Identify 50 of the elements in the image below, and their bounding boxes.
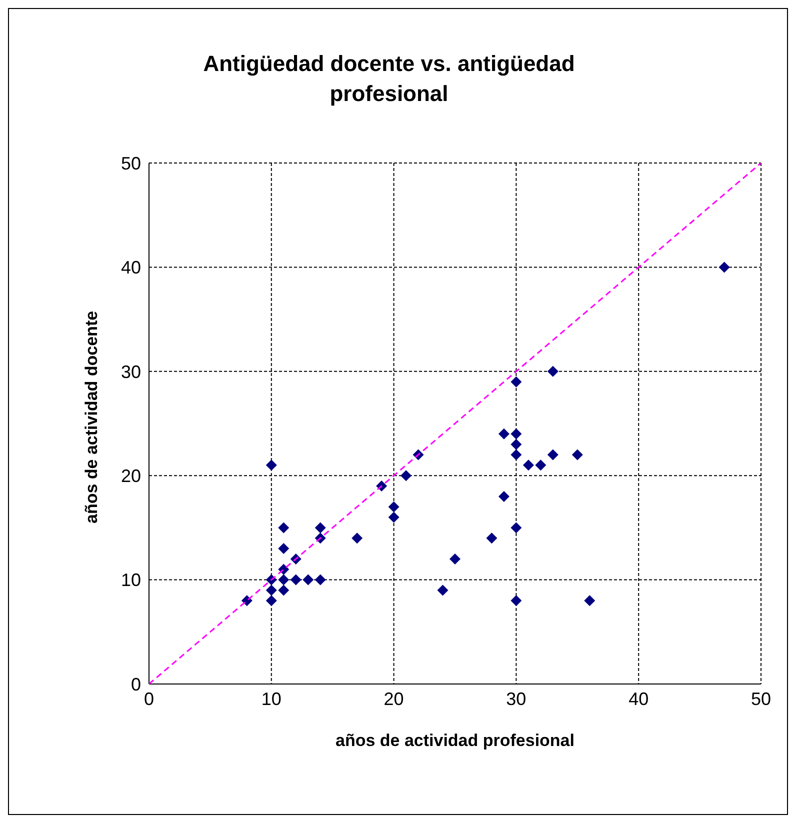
point — [718, 262, 730, 273]
point — [522, 460, 534, 471]
y-tick-label: 10 — [120, 570, 141, 590]
point — [510, 449, 522, 460]
x-tick-label: 30 — [506, 688, 526, 709]
point — [290, 574, 302, 586]
point — [547, 366, 558, 377]
point — [498, 428, 510, 440]
chart-title: Antigüedad docente vs. antigüedad profesional — [202, 50, 576, 108]
point — [314, 574, 326, 586]
x-tick-label: 50 — [750, 688, 772, 709]
point — [547, 449, 558, 460]
point — [278, 564, 290, 575]
point — [266, 595, 277, 606]
point — [584, 595, 596, 606]
y-axis-title: años de actividad docente — [82, 310, 102, 524]
point — [572, 449, 583, 460]
point — [486, 532, 498, 544]
point — [314, 522, 326, 534]
y-tick-label: 50 — [120, 153, 141, 174]
point — [535, 460, 546, 471]
x-tick-label: 20 — [384, 688, 404, 709]
point — [388, 501, 400, 512]
point — [278, 584, 290, 596]
point — [510, 376, 522, 388]
point — [400, 470, 412, 482]
y-tick-label: 40 — [120, 258, 141, 278]
point — [388, 512, 400, 523]
x-axis-title: años de actividad profesional — [335, 731, 575, 750]
y-tick-label: 30 — [120, 362, 141, 382]
point — [352, 532, 363, 544]
point — [510, 438, 522, 450]
point — [510, 428, 522, 440]
point — [278, 574, 290, 586]
point — [498, 490, 510, 502]
point — [450, 553, 460, 564]
y-tick-label: 0 — [130, 674, 141, 694]
x-tick-label: 40 — [628, 688, 649, 709]
y-tick-label: 20 — [120, 466, 141, 486]
point — [266, 584, 277, 596]
point — [278, 543, 290, 554]
point — [437, 584, 448, 596]
x-tick-label: 0 — [144, 688, 154, 709]
point — [241, 595, 252, 606]
point — [266, 460, 277, 471]
point — [510, 595, 522, 606]
point — [510, 522, 522, 534]
point — [278, 522, 290, 534]
x-tick-label: 10 — [261, 688, 282, 709]
point — [302, 574, 314, 586]
